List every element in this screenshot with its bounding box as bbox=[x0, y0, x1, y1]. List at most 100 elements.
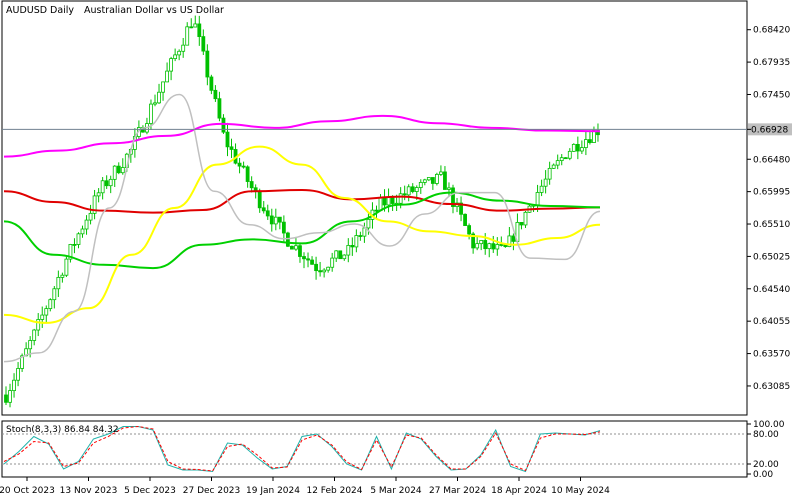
candle-body bbox=[154, 103, 157, 104]
candle-body bbox=[162, 82, 165, 92]
x-tick-label: 27 Dec 2023 bbox=[183, 486, 241, 496]
candle-body bbox=[311, 260, 314, 264]
candle-body bbox=[190, 27, 193, 28]
y-tick-label: 0.63570 bbox=[753, 350, 790, 360]
candle-body bbox=[419, 182, 422, 187]
moving-averages bbox=[4, 94, 600, 361]
candle-body bbox=[584, 140, 587, 148]
candle-body bbox=[415, 188, 418, 192]
y-tick-label: 0.67450 bbox=[753, 90, 790, 100]
candle-body bbox=[327, 267, 330, 270]
candle-body bbox=[464, 214, 467, 225]
candle-body bbox=[552, 165, 555, 168]
candle-body bbox=[202, 37, 205, 51]
candle-body bbox=[178, 51, 181, 55]
candle-body bbox=[242, 166, 245, 167]
candle-body bbox=[476, 244, 479, 248]
candle-body bbox=[403, 194, 406, 195]
candle-body bbox=[166, 71, 169, 82]
candle-body bbox=[540, 186, 543, 192]
x-tick-label: 18 Apr 2024 bbox=[491, 486, 547, 496]
candle-body bbox=[258, 191, 261, 207]
candle-body bbox=[363, 228, 366, 236]
ma-20-line bbox=[4, 147, 600, 323]
y-axis: 0.68420 0.67935 0.67450 0.66480 0.65995 0.655… bbox=[747, 26, 790, 392]
candle-body bbox=[572, 144, 575, 151]
candle-body bbox=[375, 210, 378, 211]
candle-body bbox=[496, 244, 499, 249]
candle-body bbox=[170, 59, 173, 71]
candle-body bbox=[218, 99, 221, 118]
candle-body bbox=[210, 77, 213, 90]
candle-body bbox=[101, 181, 104, 193]
candle-body bbox=[524, 212, 527, 225]
stoch-level-label: 100.00 bbox=[753, 420, 785, 430]
candle-body bbox=[61, 275, 64, 277]
candle-body bbox=[423, 180, 426, 183]
candle-body bbox=[158, 92, 161, 103]
candle-body bbox=[592, 131, 595, 143]
candle-body bbox=[339, 251, 342, 259]
candle-body bbox=[274, 217, 277, 224]
chart-header-description: Australian Dollar vs US Dollar bbox=[84, 5, 224, 16]
stoch-level-label: 0.00 bbox=[753, 470, 773, 480]
chart-header-timeframe: Daily bbox=[50, 5, 74, 16]
candle-body bbox=[560, 158, 563, 161]
x-tick-label: 13 Nov 2023 bbox=[60, 486, 118, 496]
candle-body bbox=[33, 330, 36, 340]
candle-body bbox=[568, 151, 571, 158]
x-tick-label: 27 Mar 2024 bbox=[429, 486, 486, 496]
x-tick-label: 12 Feb 2024 bbox=[306, 486, 362, 496]
candle-body bbox=[359, 236, 362, 237]
stoch-level-label: 20.00 bbox=[753, 460, 779, 470]
candle-body bbox=[17, 368, 20, 380]
candle-body bbox=[174, 55, 177, 59]
candle-body bbox=[149, 104, 152, 123]
candle-body bbox=[351, 245, 354, 247]
candle-body bbox=[399, 194, 402, 204]
candle-body bbox=[89, 213, 92, 220]
candle-body bbox=[548, 168, 551, 179]
candle-body bbox=[411, 187, 414, 192]
candle-body bbox=[278, 217, 281, 222]
candle-body bbox=[383, 197, 386, 205]
y-tick-label: 0.68420 bbox=[753, 26, 790, 36]
candle-body bbox=[427, 177, 430, 179]
candle-body bbox=[117, 166, 120, 173]
y-tick-label: 0.64540 bbox=[753, 285, 790, 295]
candle-body bbox=[41, 315, 44, 319]
ma-200-line bbox=[4, 116, 600, 157]
candle-body bbox=[109, 179, 112, 185]
candle-body bbox=[355, 236, 358, 247]
candle-body bbox=[286, 233, 289, 246]
candle-body bbox=[113, 166, 116, 179]
current-price-label: 0.66928 bbox=[751, 125, 788, 135]
candle-body bbox=[81, 229, 84, 234]
candle-body bbox=[206, 51, 209, 77]
candle-body bbox=[468, 226, 471, 234]
candle-body bbox=[435, 174, 438, 183]
candle-body bbox=[544, 179, 547, 186]
candle-body bbox=[97, 193, 100, 196]
chart-header-symbol: AUDUSD bbox=[6, 5, 47, 16]
y-tick-label: 0.66480 bbox=[753, 155, 790, 165]
candle-body bbox=[53, 289, 56, 300]
ma-fast-line bbox=[4, 94, 600, 361]
candle-body bbox=[488, 244, 491, 249]
candle-body bbox=[556, 161, 559, 165]
candle-body bbox=[443, 172, 446, 190]
candle-body bbox=[294, 246, 297, 249]
candle-body bbox=[319, 271, 322, 272]
candle-body bbox=[105, 181, 108, 186]
candle-body bbox=[323, 270, 326, 272]
candle-body bbox=[298, 246, 301, 257]
candle-body bbox=[290, 246, 293, 249]
candle-body bbox=[198, 24, 201, 37]
x-tick-label: 10 May 2024 bbox=[551, 486, 610, 496]
x-tick-label: 5 Dec 2023 bbox=[124, 486, 176, 496]
candle-body bbox=[335, 251, 338, 258]
candle-body bbox=[222, 118, 225, 132]
candle-body bbox=[331, 258, 334, 267]
candle-body bbox=[307, 259, 310, 260]
candle-body bbox=[226, 132, 229, 147]
